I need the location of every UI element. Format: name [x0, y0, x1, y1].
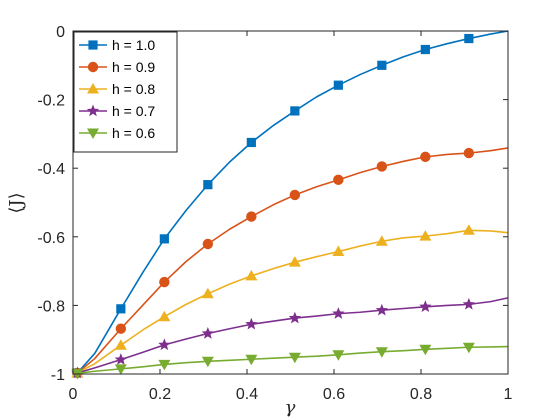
- legend-label: h = 0.8: [112, 81, 155, 97]
- data-point: [159, 234, 169, 244]
- data-point: [375, 347, 388, 358]
- data-point: [288, 256, 301, 267]
- series-5: [71, 342, 509, 380]
- data-point: [288, 352, 301, 364]
- legend-label: h = 0.7: [112, 103, 155, 119]
- data-point: [202, 238, 214, 250]
- legend-marker: [88, 40, 98, 50]
- x-tick-label: 0.8: [410, 386, 432, 403]
- data-point: [333, 174, 344, 186]
- data-point: [158, 310, 171, 322]
- data-point: [114, 353, 128, 365]
- data-point: [245, 269, 258, 281]
- series-2: [72, 147, 509, 379]
- data-point: [114, 364, 127, 375]
- legend-marker: [86, 104, 100, 117]
- x-axis-label: γ: [285, 397, 296, 418]
- data-point: [332, 350, 345, 361]
- data-point: [464, 33, 474, 44]
- axes-box: [72, 30, 509, 375]
- series-line: [72, 147, 509, 375]
- data-point: [332, 307, 345, 319]
- y-tick-label: -0.8: [37, 298, 65, 315]
- data-point: [158, 338, 171, 351]
- data-point: [420, 44, 430, 55]
- legend-item: h = 0.7: [79, 103, 155, 119]
- y-tick-label: -0.4: [37, 161, 65, 178]
- legend-marker: [87, 61, 99, 73]
- data-point: [158, 359, 171, 371]
- x-tick-label: 0.2: [149, 386, 171, 403]
- data-point: [462, 297, 476, 310]
- series-line: [72, 297, 509, 375]
- legend: h = 1.0 h = 0.9 h = 0.8 h = 0.7 h = 0.6: [73, 31, 178, 153]
- data-point: [114, 339, 127, 350]
- data-point: [159, 276, 170, 288]
- data-point: [289, 189, 301, 201]
- data-point: [203, 180, 213, 190]
- y-tick-label: 0: [56, 24, 65, 41]
- legend-item: h = 0.6: [79, 125, 155, 141]
- data-point: [333, 80, 343, 90]
- legend-marker: [87, 83, 99, 94]
- x-tick-label: 0.4: [236, 386, 258, 403]
- series-layer: [71, 30, 509, 380]
- data-point: [116, 304, 126, 314]
- legend-item: h = 0.9: [79, 59, 155, 75]
- legend-item: h = 1.0: [79, 37, 155, 53]
- data-point: [462, 224, 475, 235]
- data-point: [332, 245, 345, 257]
- series-line: [72, 229, 509, 375]
- data-point: [420, 151, 431, 163]
- y-tick-label: -0.2: [37, 93, 65, 110]
- legend-label: h = 0.6: [112, 125, 155, 141]
- y-tick-label: -1: [51, 367, 65, 384]
- data-point: [419, 300, 432, 313]
- data-point: [245, 317, 258, 330]
- y-axis-label: ⟨J⟩: [6, 192, 27, 213]
- data-point: [245, 354, 258, 366]
- data-point: [462, 342, 475, 354]
- data-point: [375, 235, 388, 246]
- series-line: [72, 30, 509, 375]
- x-tick-label: 0: [69, 386, 78, 403]
- y-tick-label: -0.6: [37, 230, 65, 247]
- data-point: [375, 303, 389, 316]
- data-point: [246, 137, 256, 148]
- legend-item: h = 0.8: [79, 81, 155, 97]
- data-point: [419, 230, 432, 241]
- legend-label: h = 0.9: [112, 59, 155, 75]
- data-point: [201, 287, 214, 299]
- x-tick-label: 0.6: [323, 386, 345, 403]
- data-point: [246, 211, 257, 222]
- data-point: [288, 311, 302, 324]
- ticks-layer: 0 0.2 0.4 0.6 0.8 1 -1 -0.8 -0.6 -0.4 -0.2 0: [37, 24, 512, 403]
- series-line: [72, 345, 509, 375]
- data-point: [419, 344, 432, 356]
- data-point: [201, 327, 215, 339]
- data-point: [377, 60, 387, 70]
- data-point: [376, 161, 388, 172]
- legend-marker: [87, 128, 99, 139]
- data-point: [290, 106, 300, 116]
- legend-label: h = 1.0: [112, 37, 155, 53]
- data-point: [201, 356, 214, 368]
- x-tick-label: 1: [504, 386, 513, 403]
- data-point: [115, 323, 127, 334]
- data-point: [463, 147, 475, 159]
